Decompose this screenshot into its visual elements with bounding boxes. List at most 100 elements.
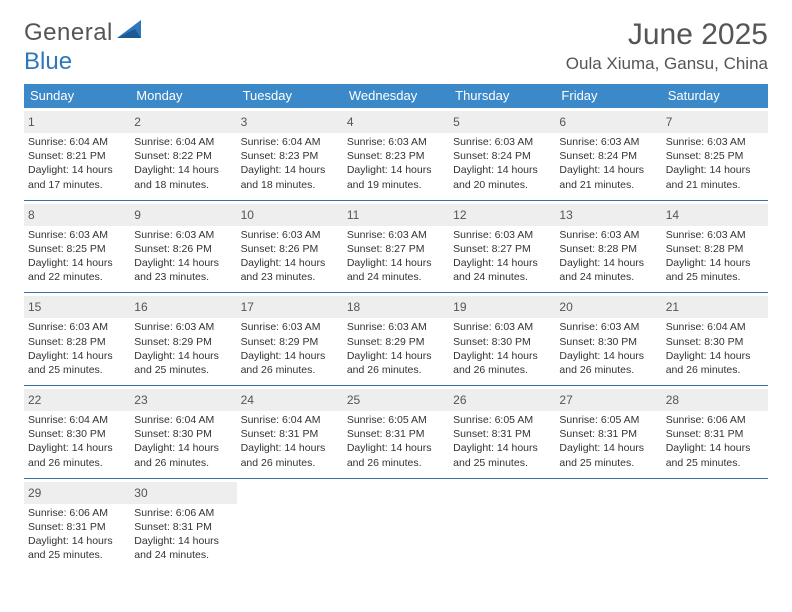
weekday-header: Friday [555,84,661,108]
day-details: Sunrise: 6:03 AMSunset: 8:24 PMDaylight:… [559,135,657,192]
day-number: 24 [241,393,254,407]
day-details: Sunrise: 6:04 AMSunset: 8:30 PMDaylight:… [28,413,126,470]
day-number-row: 12 [449,204,555,226]
weekday-header: Saturday [662,84,768,108]
logo-word-1: General [24,19,113,47]
weekday-header-row: Sunday Monday Tuesday Wednesday Thursday… [24,84,768,108]
day-details: Sunrise: 6:06 AMSunset: 8:31 PMDaylight:… [666,413,764,470]
day-number: 1 [28,115,35,129]
day-number: 17 [241,300,254,314]
day-details: Sunrise: 6:04 AMSunset: 8:21 PMDaylight:… [28,135,126,192]
day-number: 21 [666,300,679,314]
day-number-row: 30 [130,482,236,504]
day-cell: 25Sunrise: 6:05 AMSunset: 8:31 PMDayligh… [343,386,449,478]
logo-word-2-wrap: Blue [24,48,72,76]
location-text: Oula Xiuma, Gansu, China [566,54,768,74]
day-number: 14 [666,208,679,222]
week-row: 15Sunrise: 6:03 AMSunset: 8:28 PMDayligh… [24,293,768,386]
day-cell [237,479,343,571]
week-row: 29 Sunrise: 6:06 AMSunset: 8:31 PMDayligh… [24,479,768,571]
day-cell: 14 Sunrise: 6:03 AMSunset: 8:28 PMDayligh… [662,201,768,293]
day-cell: 28 Sunrise: 6:06 AMSunset: 8:31 PMDayligh… [662,386,768,478]
weekday-header: Monday [130,84,236,108]
day-details: Sunrise: 6:04 AMSunset: 8:31 PMDaylight:… [241,413,339,470]
day-number: 28 [666,393,679,407]
calendar-grid: Sunday Monday Tuesday Wednesday Thursday… [24,84,768,570]
day-details: Sunrise: 6:06 AMSunset: 8:31 PMDaylight:… [134,506,232,563]
day-cell: 10Sunrise: 6:03 AMSunset: 8:26 PMDayligh… [237,201,343,293]
day-number: 7 [666,115,673,129]
day-number-row: 3 [237,111,343,133]
weeks-container: 1 Sunrise: 6:04 AMSunset: 8:21 PMDaylight… [24,108,768,570]
day-number-row: 26 [449,389,555,411]
day-details: Sunrise: 6:03 AMSunset: 8:30 PMDaylight:… [453,320,551,377]
day-cell: 7 Sunrise: 6:03 AMSunset: 8:25 PMDaylight… [662,108,768,200]
day-cell: 24 Sunrise: 6:04 AMSunset: 8:31 PMDayligh… [237,386,343,478]
day-number: 11 [347,208,359,222]
day-number-row: 18 [343,296,449,318]
day-number: 22 [28,393,41,407]
day-number-row: 1 [24,111,130,133]
day-cell: 29Sunrise: 6:06 AMSunset: 8:31 PMDayligh… [24,479,130,571]
day-number-row: 14 [662,204,768,226]
day-cell: 13Sunrise: 6:03 AMSunset: 8:28 PMDayligh… [555,201,661,293]
day-cell: 3Sunrise: 6:04 AMSunset: 8:23 PMDaylight… [237,108,343,200]
day-number: 16 [134,300,147,314]
day-number-row: 16 [130,296,236,318]
day-number: 18 [347,300,360,314]
day-details: Sunrise: 6:04 AMSunset: 8:30 PMDaylight:… [666,320,764,377]
day-cell [449,479,555,571]
day-number-row: 19 [449,296,555,318]
day-number-row: 21 [662,296,768,318]
day-number-row: 13 [555,204,661,226]
day-number-row: 9 [130,204,236,226]
day-cell [555,479,661,571]
day-cell: 23Sunrise: 6:04 AMSunset: 8:30 PMDayligh… [130,386,236,478]
day-number: 6 [559,115,566,129]
day-cell: 2Sunrise: 6:04 AMSunset: 8:22 PMDaylight… [130,108,236,200]
day-details: Sunrise: 6:03 AMSunset: 8:30 PMDaylight:… [559,320,657,377]
weekday-header: Sunday [24,84,130,108]
day-number: 2 [134,115,141,129]
day-details: Sunrise: 6:03 AMSunset: 8:28 PMDaylight:… [666,228,764,285]
day-number: 13 [559,208,572,222]
day-cell: 26Sunrise: 6:05 AMSunset: 8:31 PMDayligh… [449,386,555,478]
day-number: 5 [453,115,460,129]
day-cell: 17Sunrise: 6:03 AMSunset: 8:29 PMDayligh… [237,293,343,385]
day-details: Sunrise: 6:05 AMSunset: 8:31 PMDaylight:… [347,413,445,470]
day-details: Sunrise: 6:03 AMSunset: 8:25 PMDaylight:… [28,228,126,285]
page-header: General June 2025 Oula Xiuma, Gansu, Chi… [24,18,768,74]
day-number-row: 17 [237,296,343,318]
day-number-row: 5 [449,111,555,133]
day-number: 8 [28,208,35,222]
day-number-row: 29 [24,482,130,504]
day-number: 15 [28,300,41,314]
day-cell: 11Sunrise: 6:03 AMSunset: 8:27 PMDayligh… [343,201,449,293]
week-row: 1 Sunrise: 6:04 AMSunset: 8:21 PMDaylight… [24,108,768,201]
logo-word-2: Blue [24,48,72,75]
logo-triangle-icon [117,18,143,47]
day-details: Sunrise: 6:03 AMSunset: 8:29 PMDaylight:… [347,320,445,377]
day-number-row: 20 [555,296,661,318]
day-cell: 16Sunrise: 6:03 AMSunset: 8:29 PMDayligh… [130,293,236,385]
day-number-row: 2 [130,111,236,133]
day-number: 29 [28,486,41,500]
day-details: Sunrise: 6:04 AMSunset: 8:23 PMDaylight:… [241,135,339,192]
day-number-row: 8 [24,204,130,226]
day-number-row: 24 [237,389,343,411]
day-number: 9 [134,208,141,222]
day-number: 19 [453,300,466,314]
day-cell: 22 Sunrise: 6:04 AMSunset: 8:30 PMDayligh… [24,386,130,478]
day-details: Sunrise: 6:03 AMSunset: 8:25 PMDaylight:… [666,135,764,192]
day-cell [343,479,449,571]
day-cell: 18 Sunrise: 6:03 AMSunset: 8:29 PMDayligh… [343,293,449,385]
day-cell: 21 Sunrise: 6:04 AMSunset: 8:30 PMDayligh… [662,293,768,385]
day-cell: 4Sunrise: 6:03 AMSunset: 8:23 PMDaylight… [343,108,449,200]
day-cell [662,479,768,571]
weekday-header: Wednesday [343,84,449,108]
day-cell: 5Sunrise: 6:03 AMSunset: 8:24 PMDaylight… [449,108,555,200]
logo: General [24,18,143,47]
calendar-page: General June 2025 Oula Xiuma, Gansu, Chi… [0,0,792,570]
day-number-row: 7 [662,111,768,133]
title-block: June 2025 Oula Xiuma, Gansu, China [566,18,768,74]
